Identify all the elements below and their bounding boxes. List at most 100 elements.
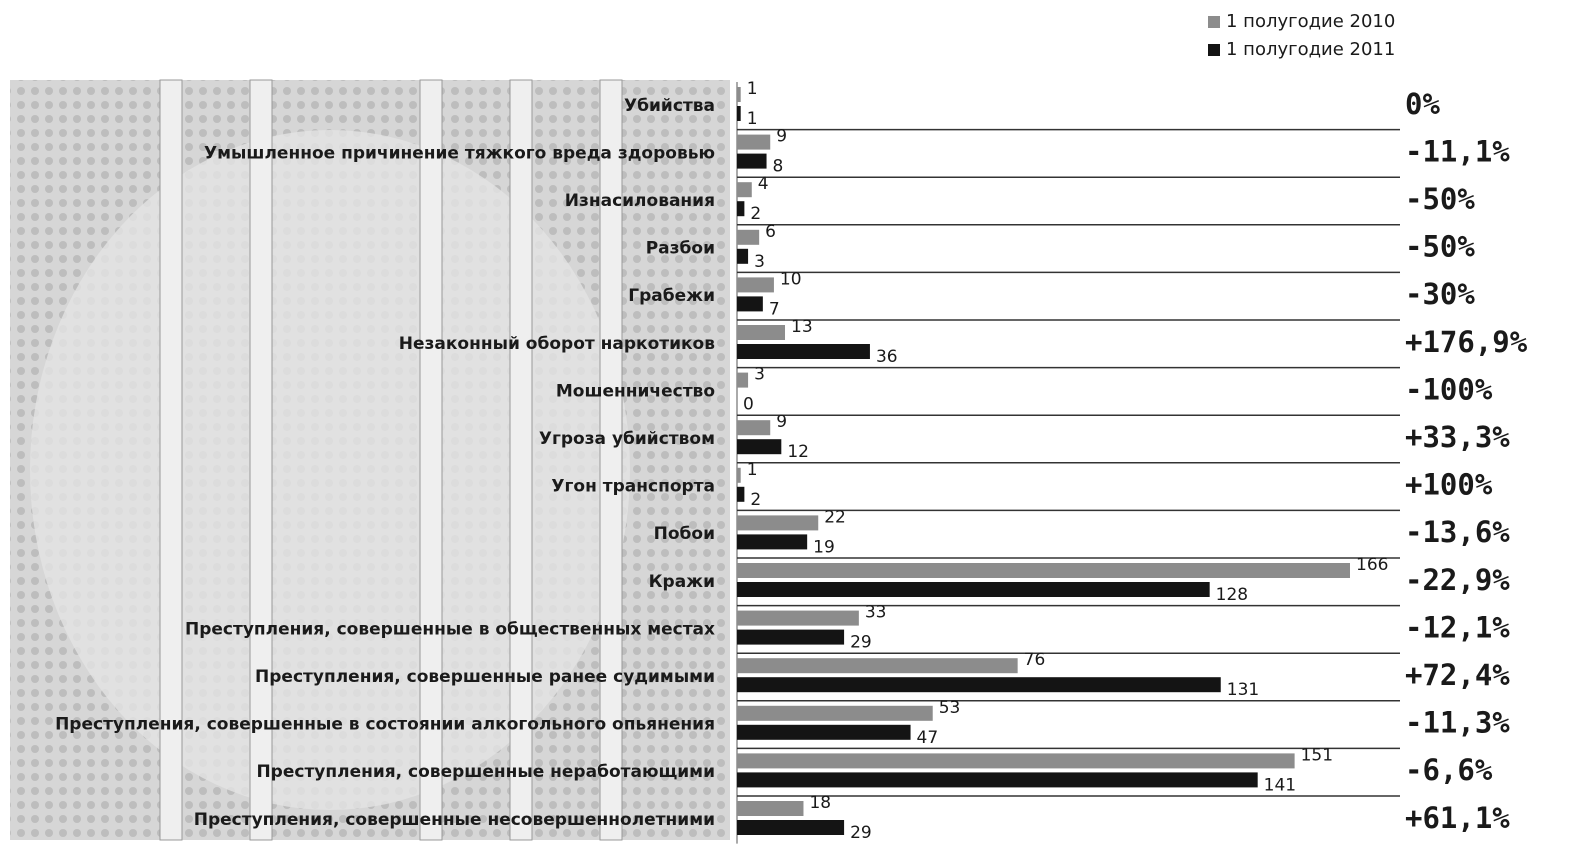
value-label: 1 [747,460,758,480]
category-label: Угроза убийством [539,429,715,449]
bar [737,87,741,102]
category-label: Умышленное причинение тяжкого вреда здор… [204,143,715,163]
category-label: Преступления, совершенные ранее судимыми [255,667,715,687]
value-label: 2 [750,204,761,224]
value-label: 13 [791,317,813,337]
bar [737,486,745,502]
value-label: 166 [1356,555,1388,575]
value-label: 53 [939,698,961,718]
value-label: 9 [776,127,787,147]
category-label: Побои [654,524,715,544]
value-label: 12 [787,442,809,462]
bar [737,372,749,388]
bar [737,677,1221,693]
change-label: +176,9% [1405,325,1528,359]
bar [737,439,782,455]
category-label: Преступления, совершенные в общественных… [185,619,715,639]
value-label: 9 [776,412,787,432]
change-label: +72,4% [1405,658,1510,692]
bar [737,296,763,312]
bar [737,753,1295,769]
bar [737,467,741,483]
value-label: 36 [876,347,898,367]
change-label: -13,6% [1405,515,1510,549]
value-label: 2 [750,490,761,510]
bar [737,277,774,293]
change-label: -11,3% [1405,706,1510,740]
value-label: 6 [765,222,776,242]
bar [737,563,1350,578]
legend: 1 полугодие 2010 1 полугодие 2011 [1208,11,1395,60]
bar [737,534,808,550]
change-label: -6,6% [1405,753,1493,787]
change-label: +33,3% [1405,420,1510,454]
legend-swatch [1208,16,1220,28]
value-label: 1 [747,109,758,129]
plot-area: Убийства 1 1 0% Умышленное причинение тяжког… [55,79,1528,844]
value-label: 18 [809,793,831,813]
change-label: -30% [1405,277,1475,311]
background-illustration [10,79,730,841]
legend-label: 1 полугодие 2011 [1226,39,1395,60]
value-label: 29 [850,823,872,843]
category-label: Угон транспорта [551,477,715,497]
value-label: 4 [758,174,769,194]
category-label: Изнасилования [565,191,715,211]
bar [737,705,933,721]
category-label: Мошенничество [556,381,715,401]
change-label: +100% [1405,468,1493,502]
category-label: Преступления, совершенные в состоянии ал… [55,715,715,735]
bar [737,629,845,645]
bar [737,724,911,740]
bar [737,106,741,121]
change-label: -22,9% [1405,563,1510,597]
value-label: 151 [1301,745,1333,765]
value-label: 33 [865,603,887,623]
bar [737,182,752,198]
value-label: 8 [773,157,784,177]
value-label: 29 [850,633,872,653]
value-label: 22 [824,507,846,527]
bar [737,801,804,816]
value-label: 141 [1264,775,1296,795]
legend-swatch [1208,44,1220,56]
bar [737,229,760,245]
value-label: 3 [754,365,765,385]
change-label: 0% [1405,87,1440,121]
change-label: -12,1% [1405,610,1510,644]
bar [737,325,786,340]
category-label: Убийства [624,96,715,116]
value-label: 19 [813,537,835,557]
value-label: 76 [1024,650,1046,670]
bar [737,420,771,436]
bar [737,820,845,835]
value-label: 7 [769,299,780,319]
change-label: -100% [1405,372,1493,406]
category-label: Незаконный оборот наркотиков [399,334,715,354]
category-label: Преступления, совершенные неработающими [256,762,715,782]
value-label: 128 [1216,585,1248,605]
change-label: +61,1% [1405,801,1510,835]
legend-label: 1 полугодие 2010 [1226,11,1395,32]
bar [737,344,870,359]
category-label: Разбои [646,239,715,259]
change-label: -50% [1405,230,1475,264]
bar [737,201,745,217]
value-label: 3 [754,252,765,272]
value-label: 47 [917,728,939,748]
bar [737,248,749,264]
bar [737,610,859,626]
bar [737,582,1210,597]
bar [737,134,771,150]
category-label: Грабежи [628,286,715,306]
value-label: 0 [743,395,754,415]
bar [737,515,819,531]
value-label: 1 [747,79,758,99]
value-label: 131 [1227,680,1259,700]
change-label: -11,1% [1405,134,1510,168]
category-label: Преступления, совершенные несовершенноле… [194,810,715,830]
value-label: 10 [780,269,802,289]
bar [737,153,767,169]
bar [737,658,1018,674]
